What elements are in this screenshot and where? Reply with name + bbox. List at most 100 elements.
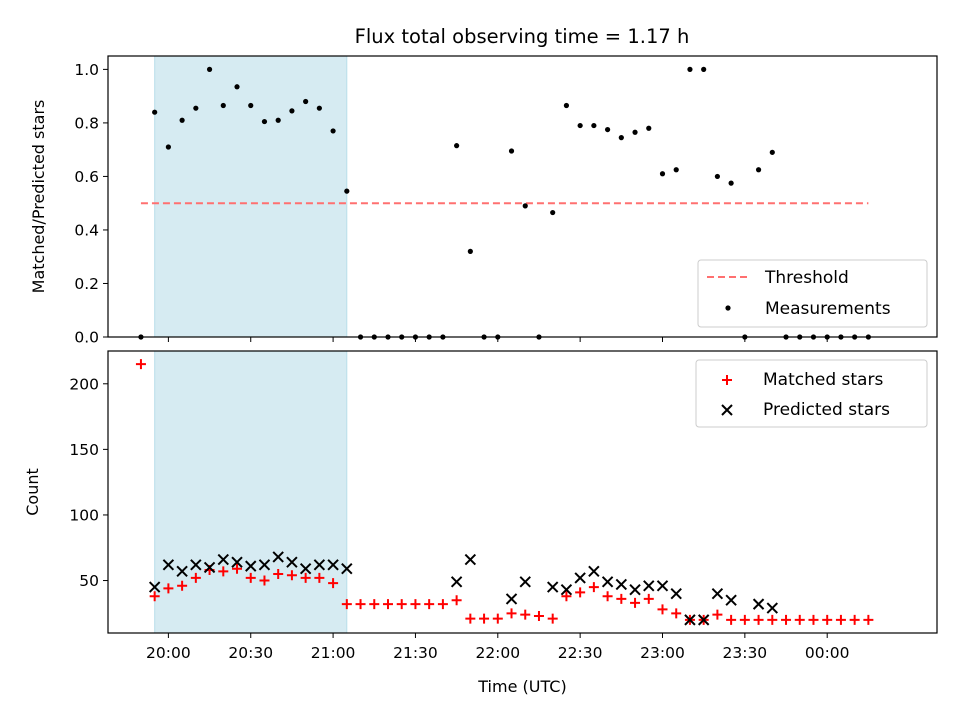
predicted-star-point (148, 581, 161, 593)
measurement-point (632, 129, 638, 135)
measurement-point (454, 143, 460, 149)
measurement-point (275, 117, 281, 123)
predicted-star-point (697, 614, 710, 626)
measurement-point (261, 118, 268, 125)
legend-measurement-swatch (725, 305, 731, 311)
x-tick-label: 20:30 (228, 644, 273, 662)
predicted-star-point (601, 576, 614, 588)
matched-star-point (575, 587, 586, 598)
measurement-point (179, 117, 185, 123)
matched-star-point (328, 578, 339, 589)
matched-star-point (149, 591, 160, 602)
y-tick-label: 1.0 (74, 61, 99, 79)
top-y-axis-label: Matched/Predicted stars (29, 100, 48, 294)
top-x-axis-ticks (167, 337, 828, 342)
matched-star-point (163, 583, 174, 594)
y-tick-label: 0.6 (74, 168, 99, 186)
matched-star-point (355, 599, 366, 610)
legend-threshold-label: Threshold (764, 268, 849, 288)
matched-star-point (643, 593, 654, 604)
measurement-point (728, 180, 734, 186)
predicted-star-point (752, 598, 765, 610)
x-tick-label: 21:30 (393, 644, 438, 662)
predicted-star-point (574, 572, 586, 584)
matched-star-point (739, 614, 750, 625)
measurement-point (467, 248, 473, 254)
bottom-x-axis: 20:00 20:30 21:00 21:30 22:00 22:30 23:00 23:30… (146, 633, 850, 662)
bottom-y-axis-label: Count (23, 468, 42, 516)
y-tick-label: 200 (69, 375, 99, 393)
matched-star-point (424, 599, 435, 610)
matched-star-point (767, 614, 778, 625)
predicted-star-point (272, 551, 284, 563)
top-legend: Threshold Measurements (697, 259, 928, 328)
matched-star-point (451, 595, 462, 606)
measurement-point (316, 105, 322, 111)
legend-matched-label: Matched stars (763, 370, 883, 390)
matched-star-point (863, 614, 874, 625)
measurement-point (165, 144, 171, 150)
measurement-point (303, 98, 309, 105)
predicted-star-point (203, 561, 216, 574)
legend-box (695, 359, 928, 428)
measurement-point (330, 128, 336, 134)
matched-star-point (794, 614, 805, 625)
matched-star-point (588, 582, 599, 593)
matched-star-point (479, 613, 490, 624)
legend-predicted-label: Predicted stars (763, 400, 890, 420)
predicted-star-point (656, 580, 669, 592)
predicted-star-point (588, 565, 600, 578)
matched-star-point (630, 597, 641, 608)
legend-predicted-swatch (721, 404, 733, 416)
predicted-star-point (245, 560, 257, 572)
matched-star-point (726, 614, 737, 625)
predicted-star-point (560, 584, 573, 596)
predicted-star-point (546, 581, 559, 593)
count-panel: 50 100 150 200 20:00 20:30 21:00 21:30 22:00 22:… (23, 350, 938, 696)
measurement-point (289, 108, 295, 114)
matched-star-point (712, 609, 723, 620)
matched-star-point (273, 568, 284, 579)
y-tick-label: 0.2 (74, 275, 99, 293)
predicted-star-point (643, 580, 655, 592)
x-tick-label: 23:30 (723, 644, 768, 662)
matched-star-point (259, 575, 270, 586)
y-tick-label: 50 (79, 572, 99, 590)
matched-star-point (547, 613, 558, 624)
measurement-point (687, 66, 693, 72)
matched-star-point (849, 614, 860, 625)
measurement-point (220, 102, 226, 109)
predicted-star-point (286, 556, 298, 568)
matched-star-point (190, 572, 201, 583)
matched-star-point (177, 580, 188, 591)
measurement-point (193, 105, 199, 111)
matched-star-point (520, 609, 531, 620)
matched-star-point (602, 591, 613, 602)
predicted-star-point (450, 576, 463, 588)
predicted-star-point (176, 565, 188, 578)
measurement-point (714, 173, 720, 180)
predicted-star-point (162, 559, 175, 571)
matched-star-point (300, 572, 311, 583)
matched-star-point (410, 599, 421, 610)
measurement-point (577, 122, 583, 129)
x-tick-label: 00:00 (805, 644, 850, 662)
measurement-point (591, 122, 597, 129)
measurement-point (344, 188, 350, 194)
predicted-star-point (766, 602, 779, 614)
legend-box (697, 259, 928, 328)
predicted-star-point (711, 587, 724, 600)
x-tick-label: 22:00 (475, 644, 520, 662)
measurement-point (152, 109, 158, 115)
matched-star-point (808, 614, 819, 625)
figure-title: Flux total observing time = 1.17 h (355, 25, 690, 48)
y-tick-label: 0.0 (74, 329, 99, 347)
matched-star-point (671, 608, 682, 619)
matched-star-point (533, 610, 544, 621)
matched-star-point (657, 604, 668, 615)
measurement-point (508, 148, 515, 154)
matched-star-point (506, 608, 517, 619)
matched-star-point (465, 613, 476, 624)
matched-star-point (369, 599, 380, 610)
